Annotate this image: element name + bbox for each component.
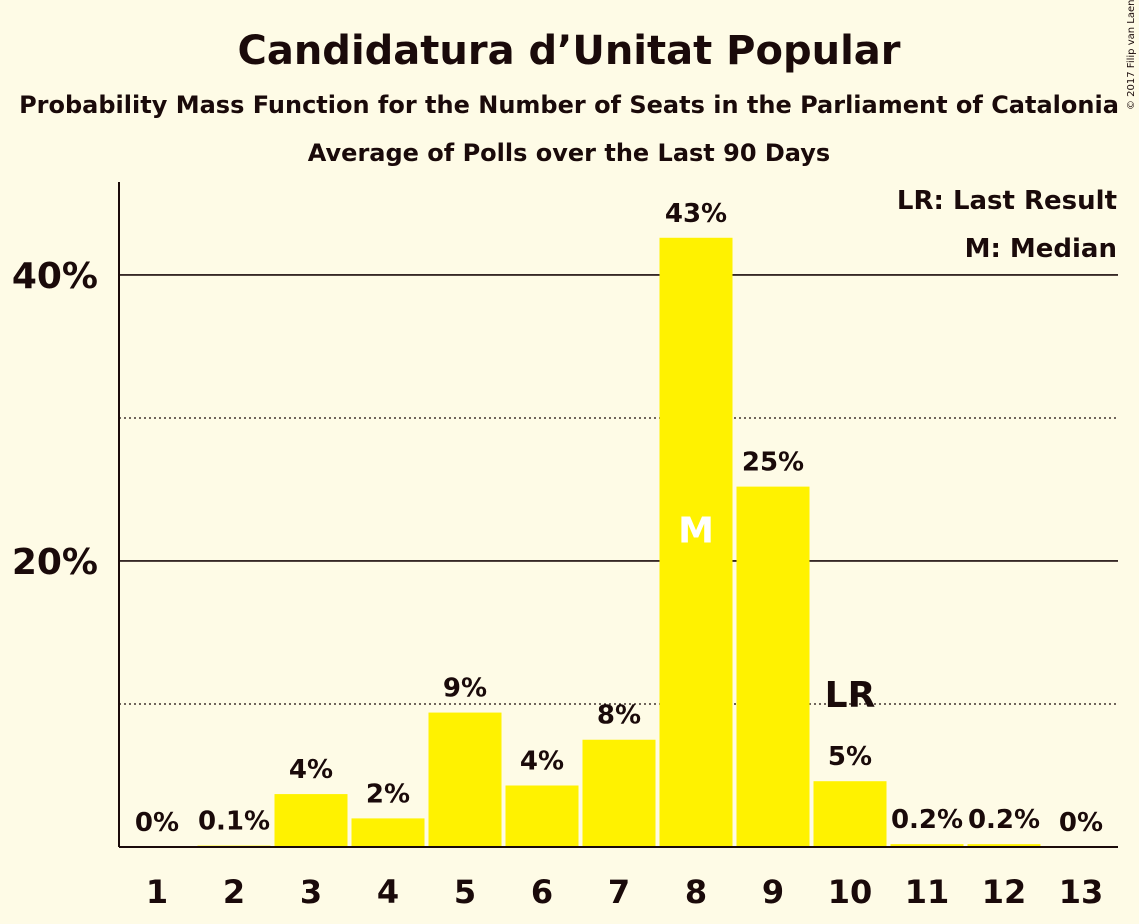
plot-area: 20% 40% 0% 1 0.1% 2 4% 3 2% 4 9% 5 4% 6 8% 7 43% 8 M 25% 9 5%… (12, 182, 1118, 911)
bar (890, 844, 964, 847)
x-tick-label: 9 (762, 873, 784, 911)
x-tick-label: 8 (685, 873, 707, 911)
data-label: 5% (828, 742, 872, 772)
chart-subtitle: Probability Mass Function for the Number… (19, 91, 1119, 119)
bar (582, 739, 656, 847)
x-tick-label: 11 (905, 873, 950, 911)
data-label: 43% (665, 199, 727, 229)
data-label: 0% (1059, 808, 1103, 838)
bar (274, 794, 348, 847)
bar (813, 781, 887, 847)
x-tick-label: 4 (377, 873, 399, 911)
legend-last-result: LR: Last Result (897, 186, 1117, 216)
x-tick-label: 6 (531, 873, 553, 911)
x-tick-label: 7 (608, 873, 630, 911)
chart-title: Candidatura d’Unitat Popular (237, 28, 900, 74)
bar (428, 712, 502, 847)
median-marker: M (678, 510, 714, 551)
data-label: 0.2% (891, 805, 963, 835)
bar (967, 844, 1041, 847)
y-tick-label: 40% (12, 256, 98, 297)
y-tick-label: 20% (12, 542, 98, 583)
bar (505, 785, 579, 847)
copyright-text: © 2017 Filip van Laenen (1126, 0, 1137, 110)
x-tick-label: 13 (1059, 873, 1104, 911)
data-label: 4% (520, 747, 564, 777)
x-tick-label: 3 (300, 873, 322, 911)
data-label: 2% (366, 779, 410, 809)
x-tick-label: 12 (982, 873, 1027, 911)
x-tick-label: 2 (223, 873, 245, 911)
data-label: 8% (597, 701, 641, 731)
data-label: 4% (289, 755, 333, 785)
bar (659, 237, 733, 848)
chart-subtitle-secondary: Average of Polls over the Last 90 Days (308, 139, 830, 167)
data-label: 0.1% (198, 807, 270, 837)
x-tick-label: 5 (454, 873, 476, 911)
data-label: 0% (135, 808, 179, 838)
data-label: 9% (443, 674, 487, 704)
x-tick-label: 10 (828, 873, 873, 911)
legend-median: M: Median (965, 234, 1117, 264)
x-tick-label: 1 (146, 873, 168, 911)
bar (736, 486, 810, 847)
bar (351, 818, 425, 847)
data-label: 25% (742, 448, 804, 478)
last-result-marker: LR (825, 675, 876, 716)
data-label: 0.2% (968, 805, 1040, 835)
